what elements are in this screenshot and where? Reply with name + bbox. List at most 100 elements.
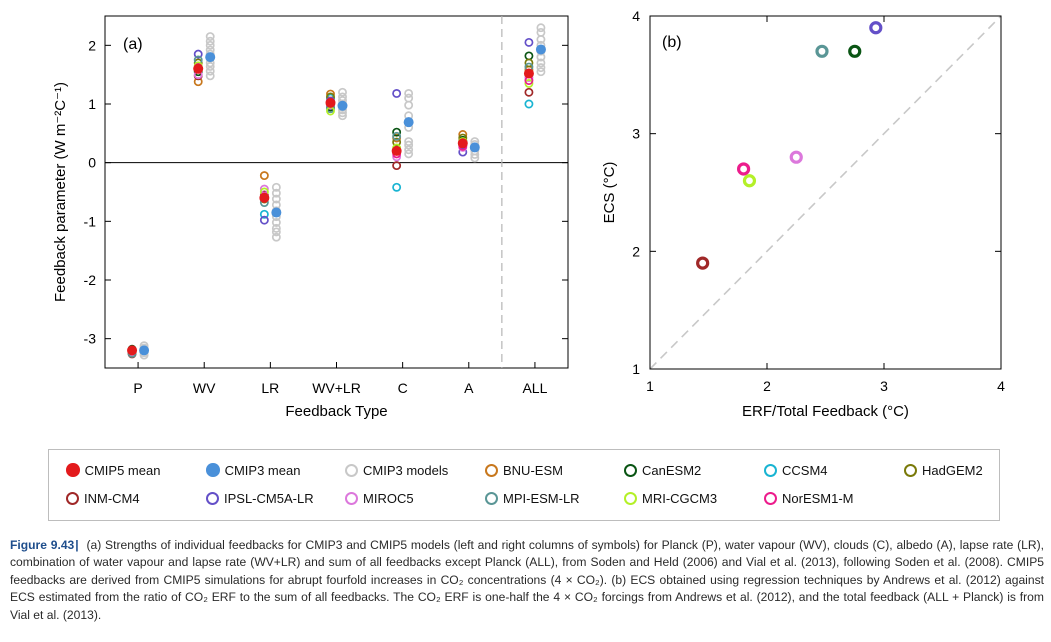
cmip5-point-ccsm4 [524, 99, 534, 109]
caption-text: (a) Strengths of individual feedbacks fo… [10, 538, 1044, 622]
ecs-point-miroc5 [789, 150, 803, 164]
legend-item-miroc5: MIROC5 [345, 490, 414, 506]
x-tick-label: C [398, 380, 408, 396]
y-axis-label: ECS (°C) [601, 162, 618, 224]
ecs-point-inm-cm4 [696, 256, 710, 270]
legend-label: CCSM4 [782, 462, 828, 478]
legend-label: MIROC5 [363, 490, 414, 506]
legend-marker-icon [485, 491, 498, 505]
cmip3-model-point [536, 67, 546, 77]
legend-marker-icon [206, 491, 219, 505]
cmip3-model-point [205, 32, 215, 41]
cmip5-point-hadgem2 [524, 58, 534, 68]
legend-item-ipsl-cm5a-lr: IPSL-CM5A-LR [206, 490, 314, 506]
y-tick-label: -1 [84, 213, 97, 229]
cmip3-mean-point [535, 44, 546, 55]
cmip3-model-point [404, 93, 414, 103]
legend-item-mpi-esm-lr: MPI-ESM-LR [485, 490, 580, 506]
legend-marker-icon [345, 463, 358, 477]
legend-label: MRI-CGCM3 [642, 490, 718, 506]
legend-item-cmip3-mean: CMIP3 mean [206, 462, 300, 478]
cmip3-model-point [404, 100, 414, 110]
ecs-point-ipsl-cm5a-lr [869, 21, 883, 35]
figure-label: Figure 9.43 [10, 538, 75, 552]
x-tick-label: LR [261, 380, 279, 396]
cmip5-point-hadgem2 [392, 137, 402, 147]
legend-marker-icon [764, 463, 777, 477]
cmip5-point-ipsl-cm5a-lr [458, 147, 468, 157]
cmip3-model-point [205, 62, 215, 71]
cmip3-model-point [338, 87, 347, 97]
legend-item-cmip3-models: CMIP3 models [345, 462, 448, 478]
cmip5-point-ccsm4 [259, 209, 269, 219]
legend-item-cmip5-mean: CMIP5 mean [66, 462, 160, 478]
cmip5-point-ipsl-cm5a-lr [392, 88, 402, 98]
cmip5-point-inm-cm4 [524, 87, 534, 97]
legend-marker-icon [904, 463, 917, 477]
panel-b-frame [649, 15, 1002, 370]
cmip5-mean-point [523, 68, 534, 79]
cmip3-mean-point [271, 207, 282, 218]
cmip3-model-point [205, 66, 215, 76]
cmip3-model-point [536, 58, 546, 68]
cmip5-mean-point [259, 192, 270, 203]
cmip3-model-point [536, 23, 546, 33]
cmip3-mean-point [337, 100, 348, 111]
legend-marker-icon [345, 491, 358, 505]
panel-b-label: (b) [662, 34, 682, 51]
y-tick-label: 2 [632, 243, 640, 259]
cmip3-model-point [205, 36, 215, 46]
legend-marker-icon [206, 463, 220, 477]
legend-item-bnu-esm: BNU-ESM [485, 462, 563, 478]
cmip3-model-point [338, 111, 347, 121]
y-axis-label: Feedback parameter (W m⁻²C⁻¹) [52, 82, 69, 302]
y-tick-label: 3 [632, 126, 640, 142]
y-tick-label: 0 [88, 155, 96, 171]
legend-label: NorESM1-M [782, 490, 854, 506]
legend-marker-icon [624, 463, 637, 477]
panel-a-frame [104, 15, 569, 369]
cmip5-point-ipsl-cm5a-lr [193, 49, 203, 59]
cmip5-point-mpi-esm-lr [392, 131, 402, 141]
x-tick-label: A [464, 380, 474, 396]
cmip3-mean-point [205, 52, 216, 63]
ecs-point-mri-cgcm3 [742, 174, 757, 188]
legend-item-ccsm4: CCSM4 [764, 462, 828, 478]
cmip5-point-inm-cm4 [392, 161, 402, 171]
cmip3-model-point [404, 149, 414, 159]
cmip5-mean-point [193, 63, 204, 74]
legend-label: CMIP3 mean [224, 462, 301, 478]
legend-item-mri-cgcm3: MRI-CGCM3 [624, 490, 717, 506]
cmip3-model-point [271, 223, 281, 233]
cmip3-model-point [404, 137, 414, 146]
legend-label: CMIP5 mean [84, 462, 161, 478]
cmip3-model-point [271, 188, 281, 198]
legend-label: IPSL-CM5A-LR [224, 490, 314, 506]
y-tick-label: 1 [88, 96, 96, 112]
y-tick-label: -3 [84, 331, 97, 347]
ecs-point-canesm2 [848, 44, 862, 58]
cmip5-mean-point [325, 97, 336, 108]
cmip3-mean-point [139, 345, 150, 356]
x-axis-label: Feedback Type [285, 403, 387, 420]
x-tick-label: 1 [646, 378, 654, 394]
cmip3-model-point [404, 88, 414, 98]
x-tick-label: WV [193, 380, 216, 396]
legend-item-inm-cm4: INM-CM4 [66, 490, 140, 506]
ecs-point-mpi-esm-lr [815, 44, 829, 58]
y-tick-label: -2 [84, 272, 97, 288]
cmip3-model-point [205, 71, 215, 81]
panel-a-label: (a) [123, 36, 143, 53]
x-tick-label: P [133, 380, 142, 396]
legend-marker-icon [485, 463, 498, 477]
cmip5-point-ipsl-cm5a-lr [524, 37, 534, 47]
legend-label: MPI-ESM-LR [503, 490, 580, 506]
y-tick-label: 1 [632, 361, 640, 377]
cmip5-point-canesm2 [524, 51, 534, 61]
figure-charts: -3 -2 -1 0 1 2 P WV LR WV+LR C A ALL Feedback Type Fee… [52, 8, 1005, 420]
cmip3-model-point [271, 194, 281, 204]
panel-b: 1 2 3 4 1 2 3 4 ERF/Total Feedback (°C) ECS (°C) (… [601, 8, 1005, 420]
cmip5-point-ipsl-cm5a-lr [259, 215, 269, 225]
legend-marker-icon [66, 491, 79, 505]
cmip5-point-mri-cgcm3 [524, 79, 534, 88]
